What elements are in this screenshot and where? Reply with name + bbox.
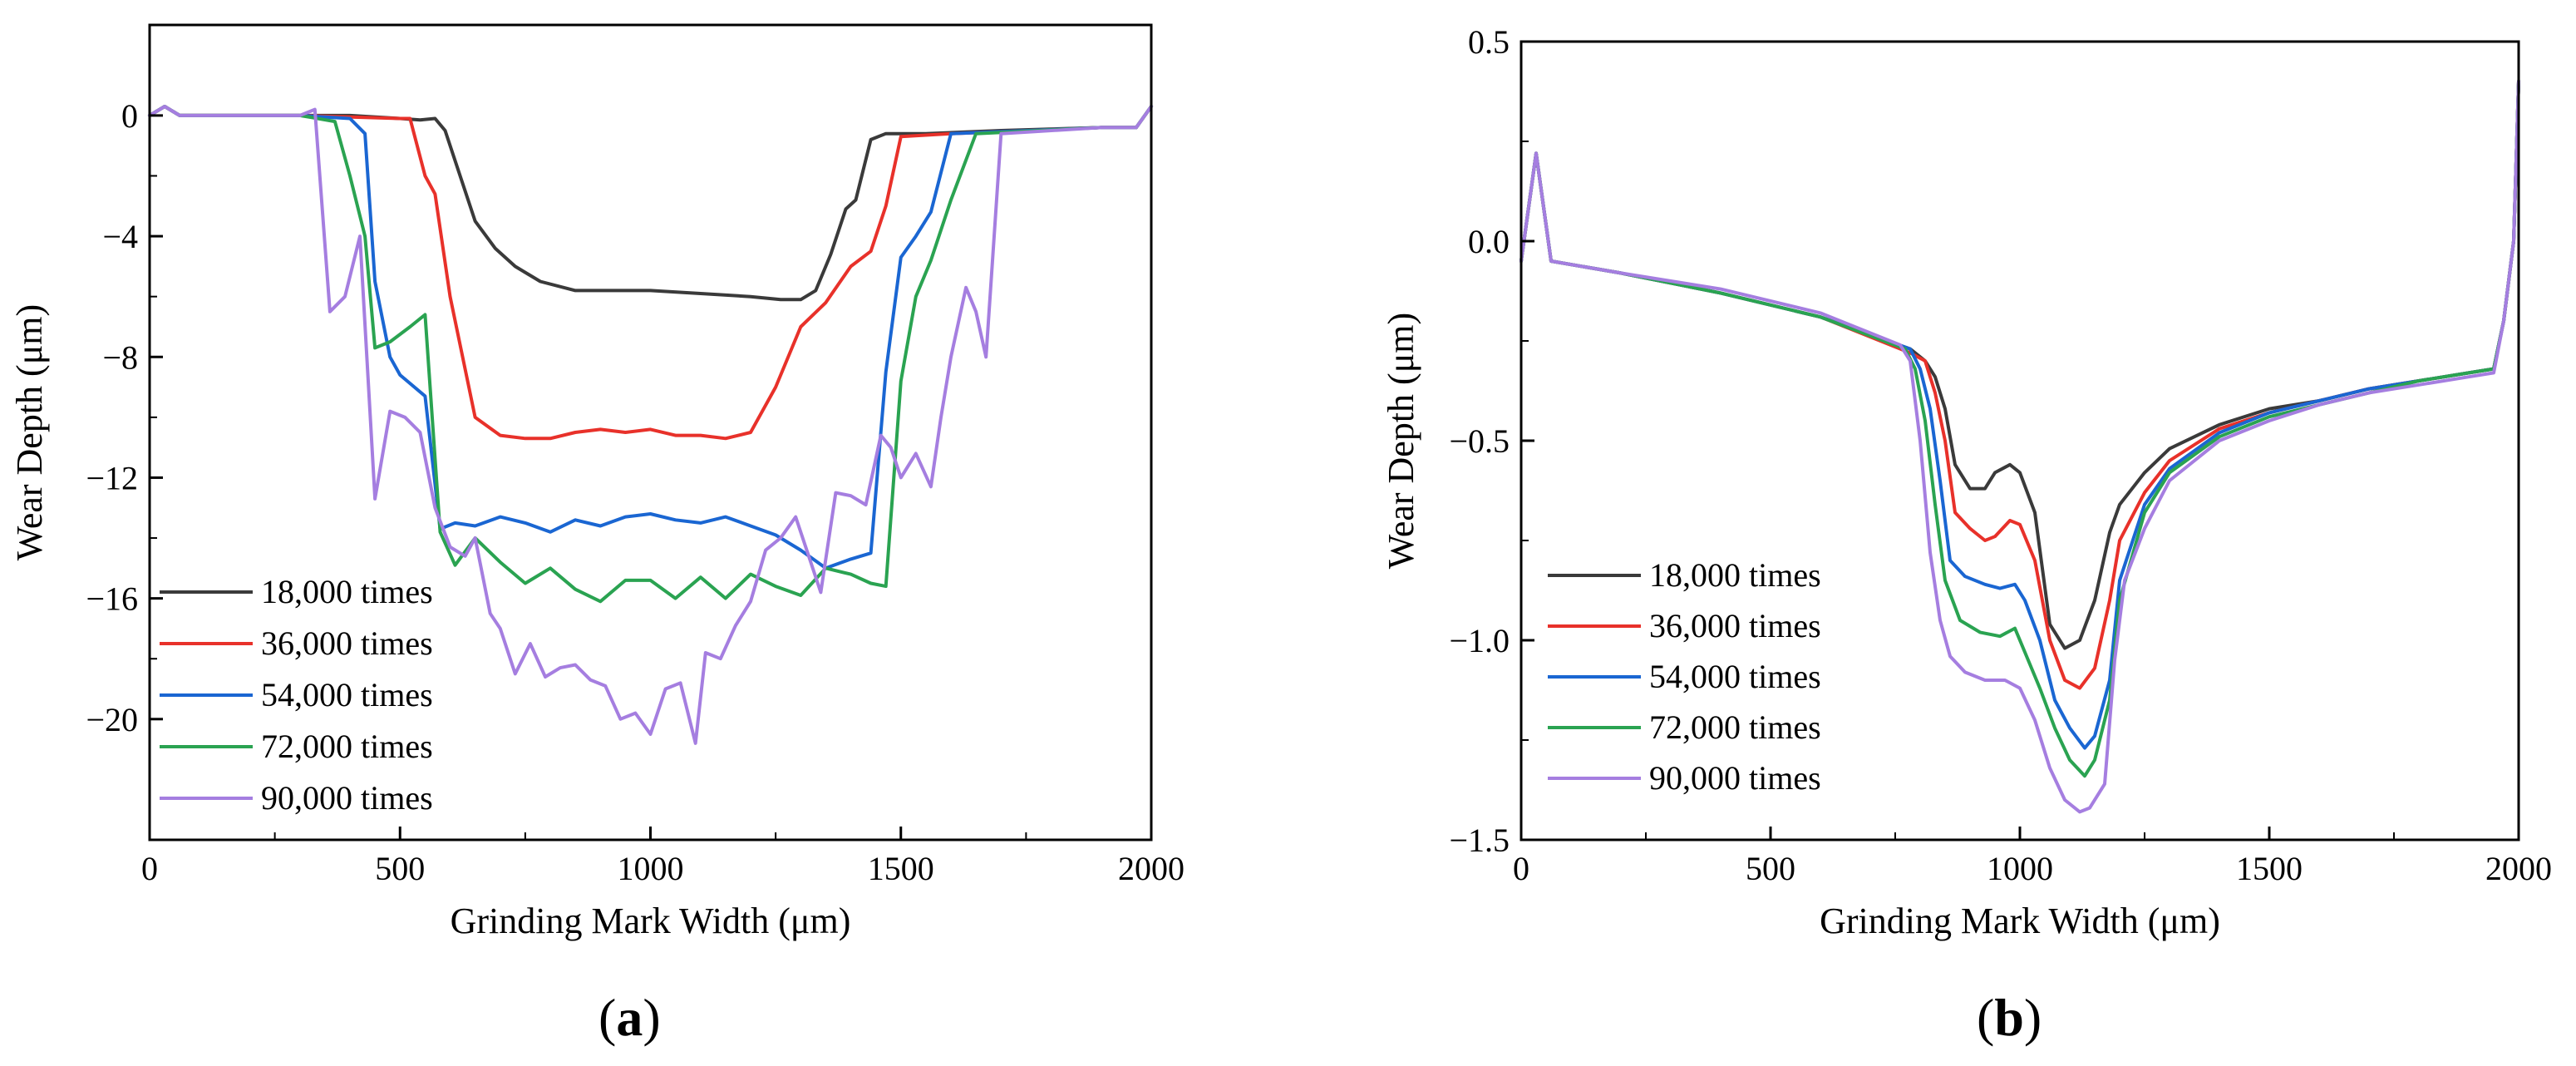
panel-a-legend-label: 90,000 times <box>261 779 433 817</box>
panel-a-legend-label: 54,000 times <box>261 676 433 713</box>
panel-b-series-line-3 <box>1519 80 2520 750</box>
panel-b-x-axis-label: Grinding Mark Width (μm) <box>1820 901 2220 941</box>
panel-b-x-tick-label: 1000 <box>1987 850 2053 887</box>
panel-a-series-line-5 <box>148 105 1153 745</box>
panel-a-y-tick-label: 0 <box>121 97 138 135</box>
panel-b-legend: 18,000 times 36,000 times 54,000 times 72,0… <box>1548 556 1821 797</box>
panel-b-y-tick-label: −1.0 <box>1449 622 1510 659</box>
panel-b-panel-label: (b) <box>1977 988 2042 1047</box>
panel-b-x-tick-label: 2000 <box>2485 850 2552 887</box>
panel-b-legend-label: 36,000 times <box>1649 607 1821 644</box>
panel-a-legend-label: 18,000 times <box>261 573 433 610</box>
panel-b-x-tick-label: 0 <box>1513 850 1529 887</box>
panel-a-legend: 18,000 times 36,000 times 54,000 times 72,0… <box>160 573 433 817</box>
panel-b-x-tick-label: 500 <box>1746 850 1795 887</box>
panel-a-y-tick-label: −20 <box>86 701 138 738</box>
panel-b-y-tick-label: −0.5 <box>1449 422 1510 460</box>
panel-a-y-tick-label: −8 <box>102 338 138 376</box>
panel-a-series-line-4 <box>148 105 1153 604</box>
panel-b-legend-label: 72,000 times <box>1649 708 1821 746</box>
panel-a-y-tick-label: −16 <box>86 580 138 618</box>
panel-a-y-axis-label: Wear Depth (μm) <box>9 304 50 560</box>
panel-b-series-line-2 <box>1519 80 2520 690</box>
panel-a-panel-label: (a) <box>598 988 661 1047</box>
panel-a-x-tick-label: 500 <box>375 850 425 887</box>
panel-a-y-tick-label: −4 <box>102 218 138 255</box>
panel-a-x-tick-label: 2000 <box>1118 850 1185 887</box>
panel-b-legend-label: 90,000 times <box>1649 759 1821 797</box>
panel-a-x-tick-label: 1500 <box>868 850 934 887</box>
panel-a-x-tick-label: 0 <box>141 850 158 887</box>
panel-a-x-tick-label: 1000 <box>618 850 684 887</box>
panel-a-legend-label: 72,000 times <box>261 728 433 765</box>
panel-b-legend-label: 18,000 times <box>1649 556 1821 594</box>
panel-b-x-tick-label: 1500 <box>2236 850 2303 887</box>
panel-a-legend-label: 36,000 times <box>261 624 433 662</box>
chart-panel-b: 0 500 1000 1500 2000 0.5 0.0 −0.5 −1.0 −1.5 Grindi… <box>1381 23 2552 1047</box>
panel-a-x-axis-label: Grinding Mark Width (μm) <box>451 901 851 941</box>
panel-b-y-tick-label: −1.5 <box>1449 822 1510 859</box>
panel-b-y-tick-label: 0.0 <box>1468 223 1510 260</box>
panel-b-y-axis-label: Wear Depth (μm) <box>1381 313 1421 569</box>
panel-b-y-tick-label: 0.5 <box>1468 23 1510 61</box>
panel-a-y-tick-label: −12 <box>86 459 138 496</box>
panel-b-legend-label: 54,000 times <box>1649 658 1821 695</box>
panel-a-series-line-2 <box>148 105 1153 441</box>
chart-panel-a: 0 500 1000 1500 2000 0 −4 −8 −12 −16 −20 Grinding M… <box>9 23 1185 1047</box>
panel-a-series-line-3 <box>148 105 1153 570</box>
panel-b-series-line-5 <box>1519 80 2520 814</box>
